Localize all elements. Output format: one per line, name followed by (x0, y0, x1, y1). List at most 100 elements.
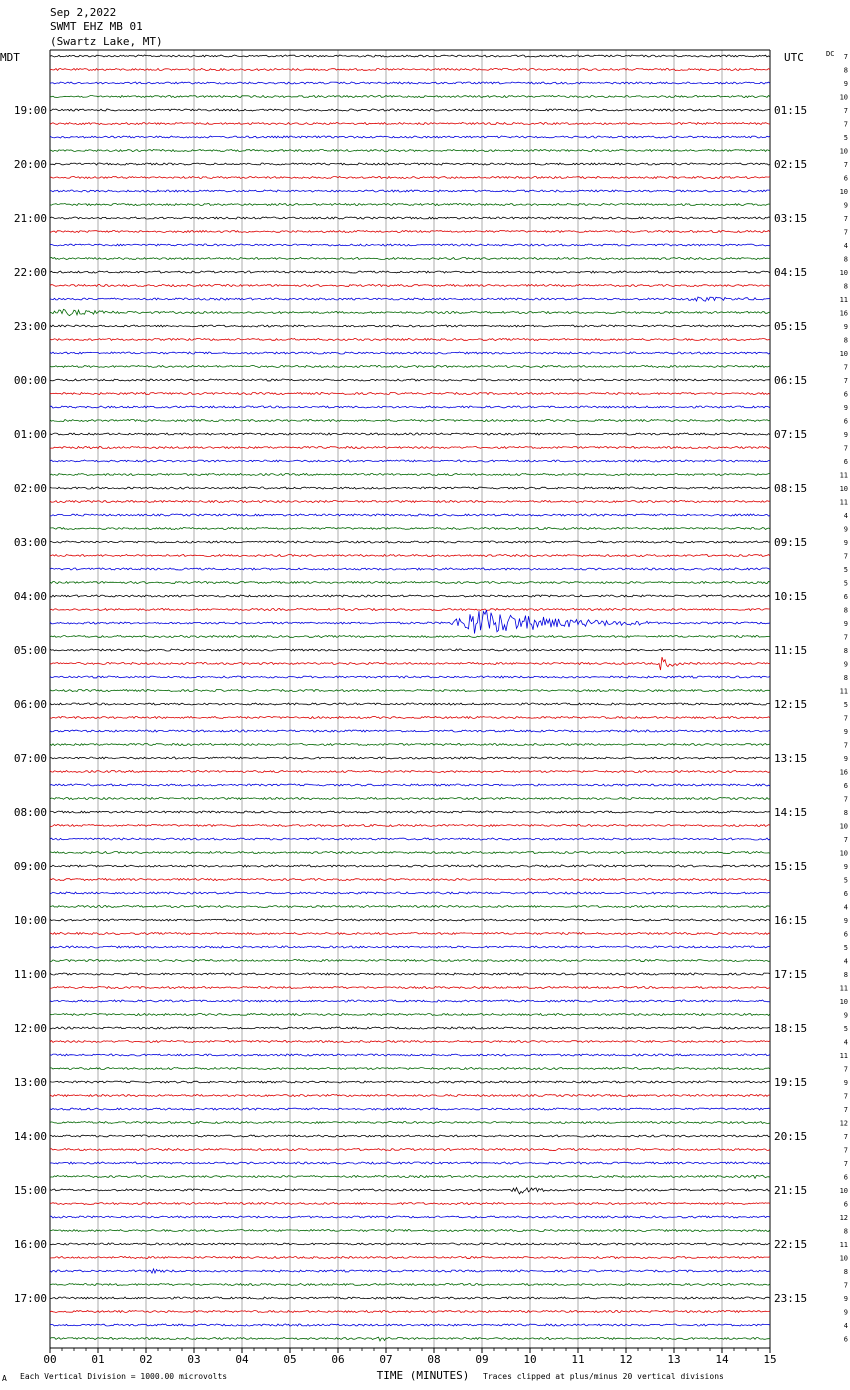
right-timezone-label: UTC (784, 51, 804, 64)
x-tick-label-13: 13 (667, 1353, 680, 1366)
dc-value-82: 7 (844, 1147, 848, 1155)
x-tick-label-05: 05 (283, 1353, 296, 1366)
trace-row-94 (49, 1309, 771, 1314)
utc-label-3: 04:15 (774, 266, 807, 279)
dc-value-30: 7 (844, 445, 848, 453)
trace-row-50 (49, 715, 771, 720)
trace-row-38 (49, 553, 771, 558)
dc-value-85: 10 (840, 1187, 848, 1195)
trace-row-22 (49, 337, 771, 342)
x-tick-label-07: 07 (379, 1353, 392, 1366)
mdt-label-13: 08:00 (14, 806, 47, 819)
x-tick-label-03: 03 (187, 1353, 200, 1366)
dc-value-28: 6 (844, 418, 848, 426)
dc-value-89: 11 (840, 1241, 848, 1249)
dc-value-68: 4 (844, 958, 848, 966)
trace-row-68 (49, 958, 771, 963)
clip-note: Traces clipped at plus/minus 20 vertical… (483, 1372, 724, 1381)
trace-row-29 (49, 432, 771, 436)
dc-value-1: 7 (844, 53, 848, 61)
dc-value-91: 8 (844, 1268, 848, 1276)
dc-value-5: 7 (844, 107, 848, 115)
trace-row-70 (49, 985, 771, 990)
mdt-label-2: 21:00 (14, 212, 47, 225)
mdt-hour-labels: 19:00 20:00 21:00 22:00 23:00 00:00 01:00 02:00… (14, 104, 47, 1305)
x-tick-label-06: 06 (331, 1353, 344, 1366)
trace-row-2 (49, 67, 771, 72)
utc-label-1: 02:15 (774, 158, 807, 171)
dc-value-39: 5 (844, 566, 848, 574)
trace-row-88 (49, 1228, 771, 1233)
x-tick-label-00: 00 (43, 1353, 56, 1366)
dc-value-40: 5 (844, 580, 848, 588)
dc-value-80: 12 (840, 1120, 848, 1128)
dc-value-26: 6 (844, 391, 848, 399)
x-tick-label-10: 10 (523, 1353, 536, 1366)
dc-value-27: 9 (844, 404, 848, 412)
dc-value-46: 9 (844, 661, 848, 669)
mdt-label-10: 05:00 (14, 644, 47, 657)
trace-row-4 (49, 94, 771, 99)
trace-row-49 (49, 702, 771, 706)
mdt-label-14: 09:00 (14, 860, 47, 873)
utc-label-0: 01:15 (774, 104, 807, 117)
dc-value-4: 10 (840, 94, 848, 102)
dc-value-51: 9 (844, 728, 848, 736)
x-tick-label-04: 04 (235, 1353, 249, 1366)
mdt-label-22: 17:00 (14, 1292, 47, 1305)
trace-row-44 (49, 634, 771, 639)
trace-row-95 (49, 1323, 771, 1327)
dc-value-73: 5 (844, 1025, 848, 1033)
dc-value-87: 12 (840, 1214, 848, 1222)
trace-row-59 (49, 837, 771, 841)
trace-row-18 (49, 283, 771, 288)
trace-row-54 (49, 769, 771, 774)
trace-row-89 (49, 1242, 771, 1246)
trace-row-48 (49, 688, 771, 693)
dc-value-34: 11 (840, 499, 848, 507)
dc-value-41: 6 (844, 593, 848, 601)
dc-value-38: 7 (844, 553, 848, 561)
trace-row-78 (49, 1093, 771, 1098)
utc-label-20: 21:15 (774, 1184, 807, 1197)
trace-row-37 (49, 540, 771, 544)
dc-value-76: 7 (844, 1066, 848, 1074)
utc-label-5: 06:15 (774, 374, 807, 387)
trace-row-93 (50, 1296, 771, 1300)
dc-value-18: 8 (844, 283, 848, 291)
dc-value-69: 8 (844, 971, 848, 979)
mdt-label-18: 13:00 (14, 1076, 47, 1089)
dc-value-17: 10 (840, 269, 848, 277)
mdt-label-7: 02:00 (14, 482, 47, 495)
dc-value-59: 7 (844, 836, 848, 844)
mdt-label-16: 11:00 (14, 968, 47, 981)
trace-row-84 (49, 1174, 771, 1180)
x-tick-label-15: 15 (763, 1353, 776, 1366)
seismic-traces (49, 54, 771, 1342)
trace-row-74 (49, 1039, 771, 1044)
dc-value-19: 11 (840, 296, 848, 304)
dc-value-63: 6 (844, 890, 848, 898)
trace-row-30 (49, 445, 770, 450)
utc-label-4: 05:15 (774, 320, 807, 333)
trace-row-25 (49, 378, 771, 382)
mdt-label-21: 16:00 (14, 1238, 47, 1251)
x-tick-label-09: 09 (475, 1353, 488, 1366)
trace-row-6 (49, 121, 771, 126)
dc-value-31: 6 (844, 458, 848, 466)
dc-value-66: 6 (844, 931, 848, 939)
dc-value-20: 16 (840, 310, 848, 318)
dc-value-7: 5 (844, 134, 848, 142)
trace-row-85 (49, 1186, 770, 1195)
dc-value-60: 10 (840, 850, 848, 858)
trace-row-8 (49, 148, 771, 153)
mdt-label-15: 10:00 (14, 914, 47, 927)
x-tick-label-02: 02 (139, 1353, 152, 1366)
dc-value-36: 9 (844, 526, 848, 534)
utc-label-22: 23:15 (774, 1292, 807, 1305)
mdt-label-6: 01:00 (14, 428, 47, 441)
trace-row-56 (49, 796, 771, 801)
scale-note: Each Vertical Division = 1000.00 microvo… (20, 1372, 227, 1381)
logo-mark: A (2, 1374, 7, 1383)
